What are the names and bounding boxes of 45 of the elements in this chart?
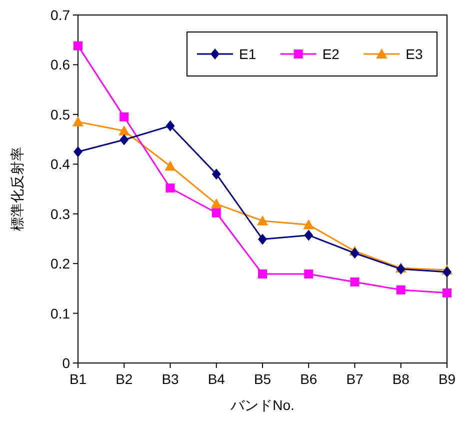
- point: [396, 285, 406, 294]
- point: [166, 120, 175, 132]
- legend-label: E1: [239, 46, 256, 62]
- y-axis-title: 標準化反射率: [9, 147, 25, 231]
- point: [164, 160, 176, 171]
- point: [304, 270, 314, 279]
- x-tick-label: B4: [208, 371, 226, 387]
- x-axis-title: バンドNo.: [230, 397, 294, 413]
- point: [74, 146, 82, 158]
- point: [120, 112, 129, 122]
- point: [118, 125, 130, 136]
- y-tick-label: 0.5: [50, 106, 70, 122]
- y-tick-label: 0.7: [50, 7, 70, 23]
- y-tick-label: 0.1: [50, 305, 70, 322]
- y-tick-label: 0: [62, 355, 70, 371]
- point: [442, 288, 452, 298]
- point: [257, 215, 268, 226]
- point: [72, 116, 84, 126]
- point: [303, 219, 314, 230]
- point: [442, 266, 452, 278]
- point: [350, 277, 360, 286]
- point: [120, 134, 129, 146]
- x-tick-label: B9: [438, 371, 456, 387]
- point: [212, 208, 221, 218]
- legend-label: E3: [406, 46, 424, 62]
- x-tick-label: B3: [162, 371, 180, 387]
- point: [258, 234, 267, 245]
- y-tick-label: 0.4: [50, 156, 70, 172]
- x-tick-label: B2: [116, 371, 133, 387]
- point: [166, 184, 175, 193]
- point: [210, 198, 222, 208]
- legend-label: E2: [322, 46, 340, 62]
- point: [74, 41, 82, 50]
- y-tick-label: 0.3: [50, 206, 70, 222]
- x-tick-label: B8: [392, 371, 410, 387]
- x-tick-label: B6: [300, 371, 318, 387]
- x-tick-label: B5: [254, 371, 272, 387]
- x-tick-label: B1: [69, 371, 87, 387]
- point: [350, 248, 360, 259]
- point: [304, 230, 314, 241]
- point: [212, 168, 221, 180]
- y-tick-label: 0.6: [50, 56, 70, 73]
- y-tick-label: 0.2: [50, 256, 70, 272]
- x-tick-label: B7: [346, 371, 364, 387]
- point: [258, 270, 267, 279]
